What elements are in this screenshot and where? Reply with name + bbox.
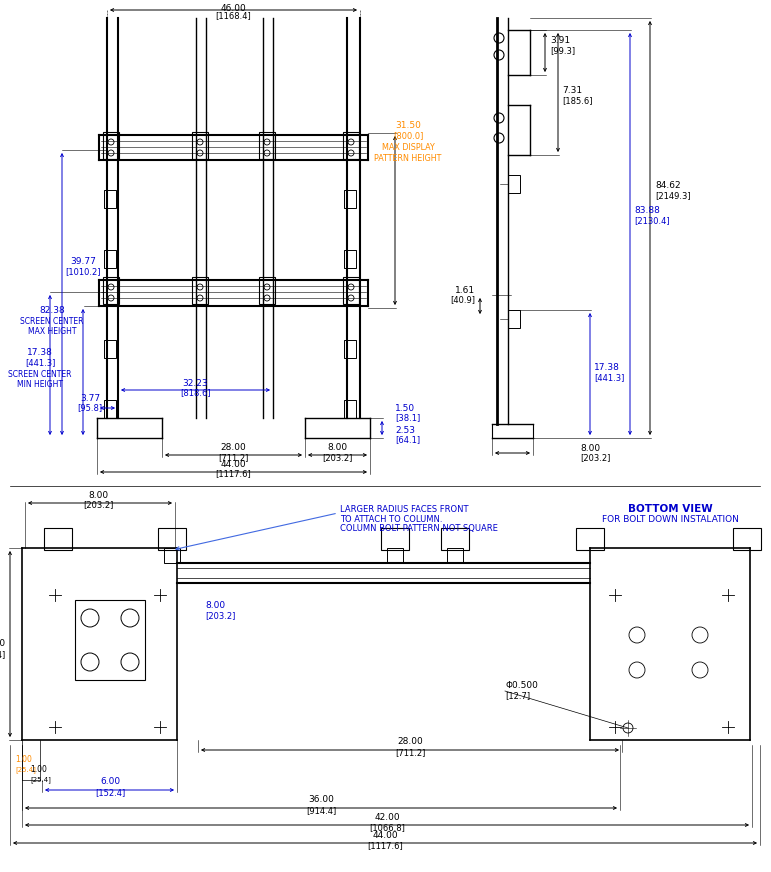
Bar — [44, 528, 72, 550]
Text: [1066.8]: [1066.8] — [369, 823, 405, 833]
Bar — [259, 277, 275, 304]
Bar — [75, 600, 145, 680]
Text: 8.00: 8.00 — [88, 490, 108, 500]
Text: 1.61: 1.61 — [455, 285, 475, 295]
Text: [203.2]: [203.2] — [322, 453, 352, 462]
Text: [203.2]: [203.2] — [205, 611, 235, 621]
Text: 1.50: 1.50 — [395, 404, 415, 412]
Text: [203.2]: [203.2] — [580, 453, 611, 462]
Bar — [103, 132, 119, 159]
Bar — [508, 310, 520, 328]
Bar — [192, 132, 208, 159]
Text: [40.9]: [40.9] — [450, 296, 475, 304]
Text: 39.77: 39.77 — [70, 256, 96, 265]
Bar — [103, 277, 119, 304]
Bar — [447, 548, 463, 563]
Text: 36.00: 36.00 — [308, 795, 334, 805]
Text: TO ATTACH TO COLUMN.: TO ATTACH TO COLUMN. — [340, 514, 443, 523]
Text: 1.00: 1.00 — [30, 766, 47, 774]
Text: [441.3]: [441.3] — [594, 373, 625, 383]
Bar — [441, 528, 469, 550]
Text: [95.8]: [95.8] — [77, 404, 103, 412]
Text: [25.4]: [25.4] — [30, 777, 51, 783]
Text: 32.23: 32.23 — [183, 378, 208, 387]
Text: SCREEN CENTER: SCREEN CENTER — [8, 370, 72, 378]
Text: [441.3]: [441.3] — [25, 358, 56, 367]
Bar — [344, 340, 356, 358]
Text: 28.00: 28.00 — [221, 442, 247, 452]
Text: 6.00: 6.00 — [0, 639, 6, 649]
Text: COLUMN BOLT PATTERN NOT SQUARE: COLUMN BOLT PATTERN NOT SQUARE — [340, 524, 498, 534]
Text: LARGER RADIUS FACES FRONT: LARGER RADIUS FACES FRONT — [340, 505, 469, 514]
Text: [1117.6]: [1117.6] — [216, 469, 251, 479]
Text: 7.31: 7.31 — [562, 85, 582, 94]
Text: [800.0]: [800.0] — [392, 132, 423, 140]
Text: 17.38: 17.38 — [27, 348, 53, 357]
Bar — [381, 528, 409, 550]
Text: [64.1]: [64.1] — [395, 435, 420, 445]
Text: 44.00: 44.00 — [372, 830, 398, 840]
Text: [711.2]: [711.2] — [395, 748, 425, 758]
Bar — [344, 400, 356, 418]
Text: 44.00: 44.00 — [221, 460, 246, 468]
Text: 17.38: 17.38 — [594, 363, 620, 371]
Text: [25.4]: [25.4] — [15, 766, 36, 773]
Text: [1117.6]: [1117.6] — [367, 841, 403, 850]
Text: [152.4]: [152.4] — [95, 788, 125, 798]
Text: [711.2]: [711.2] — [218, 453, 249, 462]
Bar — [508, 175, 520, 193]
Text: [38.1]: [38.1] — [395, 413, 420, 423]
Bar — [164, 548, 180, 563]
Text: 83.88: 83.88 — [634, 206, 660, 215]
Bar — [344, 190, 356, 208]
Text: [1168.4]: [1168.4] — [216, 11, 251, 21]
Text: 8.00: 8.00 — [205, 601, 225, 610]
Bar — [104, 190, 116, 208]
Bar — [343, 132, 359, 159]
Text: 3.91: 3.91 — [550, 36, 570, 44]
Bar — [158, 528, 186, 550]
Text: 3.77: 3.77 — [80, 393, 100, 403]
Text: 42.00: 42.00 — [374, 813, 400, 821]
Bar — [192, 277, 208, 304]
Text: [99.3]: [99.3] — [550, 46, 575, 56]
Text: 6.00: 6.00 — [100, 778, 120, 787]
Text: FOR BOLT DOWN INSTALATION: FOR BOLT DOWN INSTALATION — [601, 514, 739, 523]
Text: 46.00: 46.00 — [221, 3, 247, 12]
Bar — [104, 250, 116, 268]
Text: MAX DISPLAY: MAX DISPLAY — [382, 142, 434, 152]
Text: [2130.4]: [2130.4] — [634, 216, 670, 226]
Bar — [387, 548, 403, 563]
Bar — [343, 277, 359, 304]
Text: [818.6]: [818.6] — [180, 389, 210, 398]
Text: [914.4]: [914.4] — [306, 807, 336, 815]
Text: PATTERN HEIGHT: PATTERN HEIGHT — [374, 153, 442, 162]
Text: [1010.2]: [1010.2] — [66, 268, 101, 276]
Bar — [344, 250, 356, 268]
Text: [203.2]: [203.2] — [82, 501, 113, 509]
Text: 31.50: 31.50 — [395, 120, 421, 130]
Text: 8.00: 8.00 — [580, 444, 600, 453]
Text: 2.53: 2.53 — [395, 426, 415, 434]
Bar — [259, 132, 275, 159]
Text: 8.00: 8.00 — [328, 442, 348, 452]
Text: Φ0.500: Φ0.500 — [505, 680, 538, 690]
Text: [152.4]: [152.4] — [0, 651, 6, 659]
Text: MAX HEIGHT: MAX HEIGHT — [28, 326, 76, 336]
Text: [185.6]: [185.6] — [562, 97, 592, 106]
Text: [12.7]: [12.7] — [505, 691, 530, 700]
Text: 84.62: 84.62 — [655, 181, 681, 189]
Bar — [576, 528, 604, 550]
Bar — [104, 340, 116, 358]
Text: 28.00: 28.00 — [397, 738, 423, 746]
Bar — [104, 400, 116, 418]
Text: [2149.3]: [2149.3] — [655, 192, 691, 201]
Text: SCREEN CENTER: SCREEN CENTER — [20, 317, 84, 325]
Text: MIN HEIGHT: MIN HEIGHT — [17, 379, 63, 389]
Text: BOTTOM VIEW: BOTTOM VIEW — [628, 504, 712, 514]
Text: 82.38: 82.38 — [39, 305, 65, 315]
Text: 1.00: 1.00 — [15, 755, 32, 765]
Bar — [733, 528, 761, 550]
